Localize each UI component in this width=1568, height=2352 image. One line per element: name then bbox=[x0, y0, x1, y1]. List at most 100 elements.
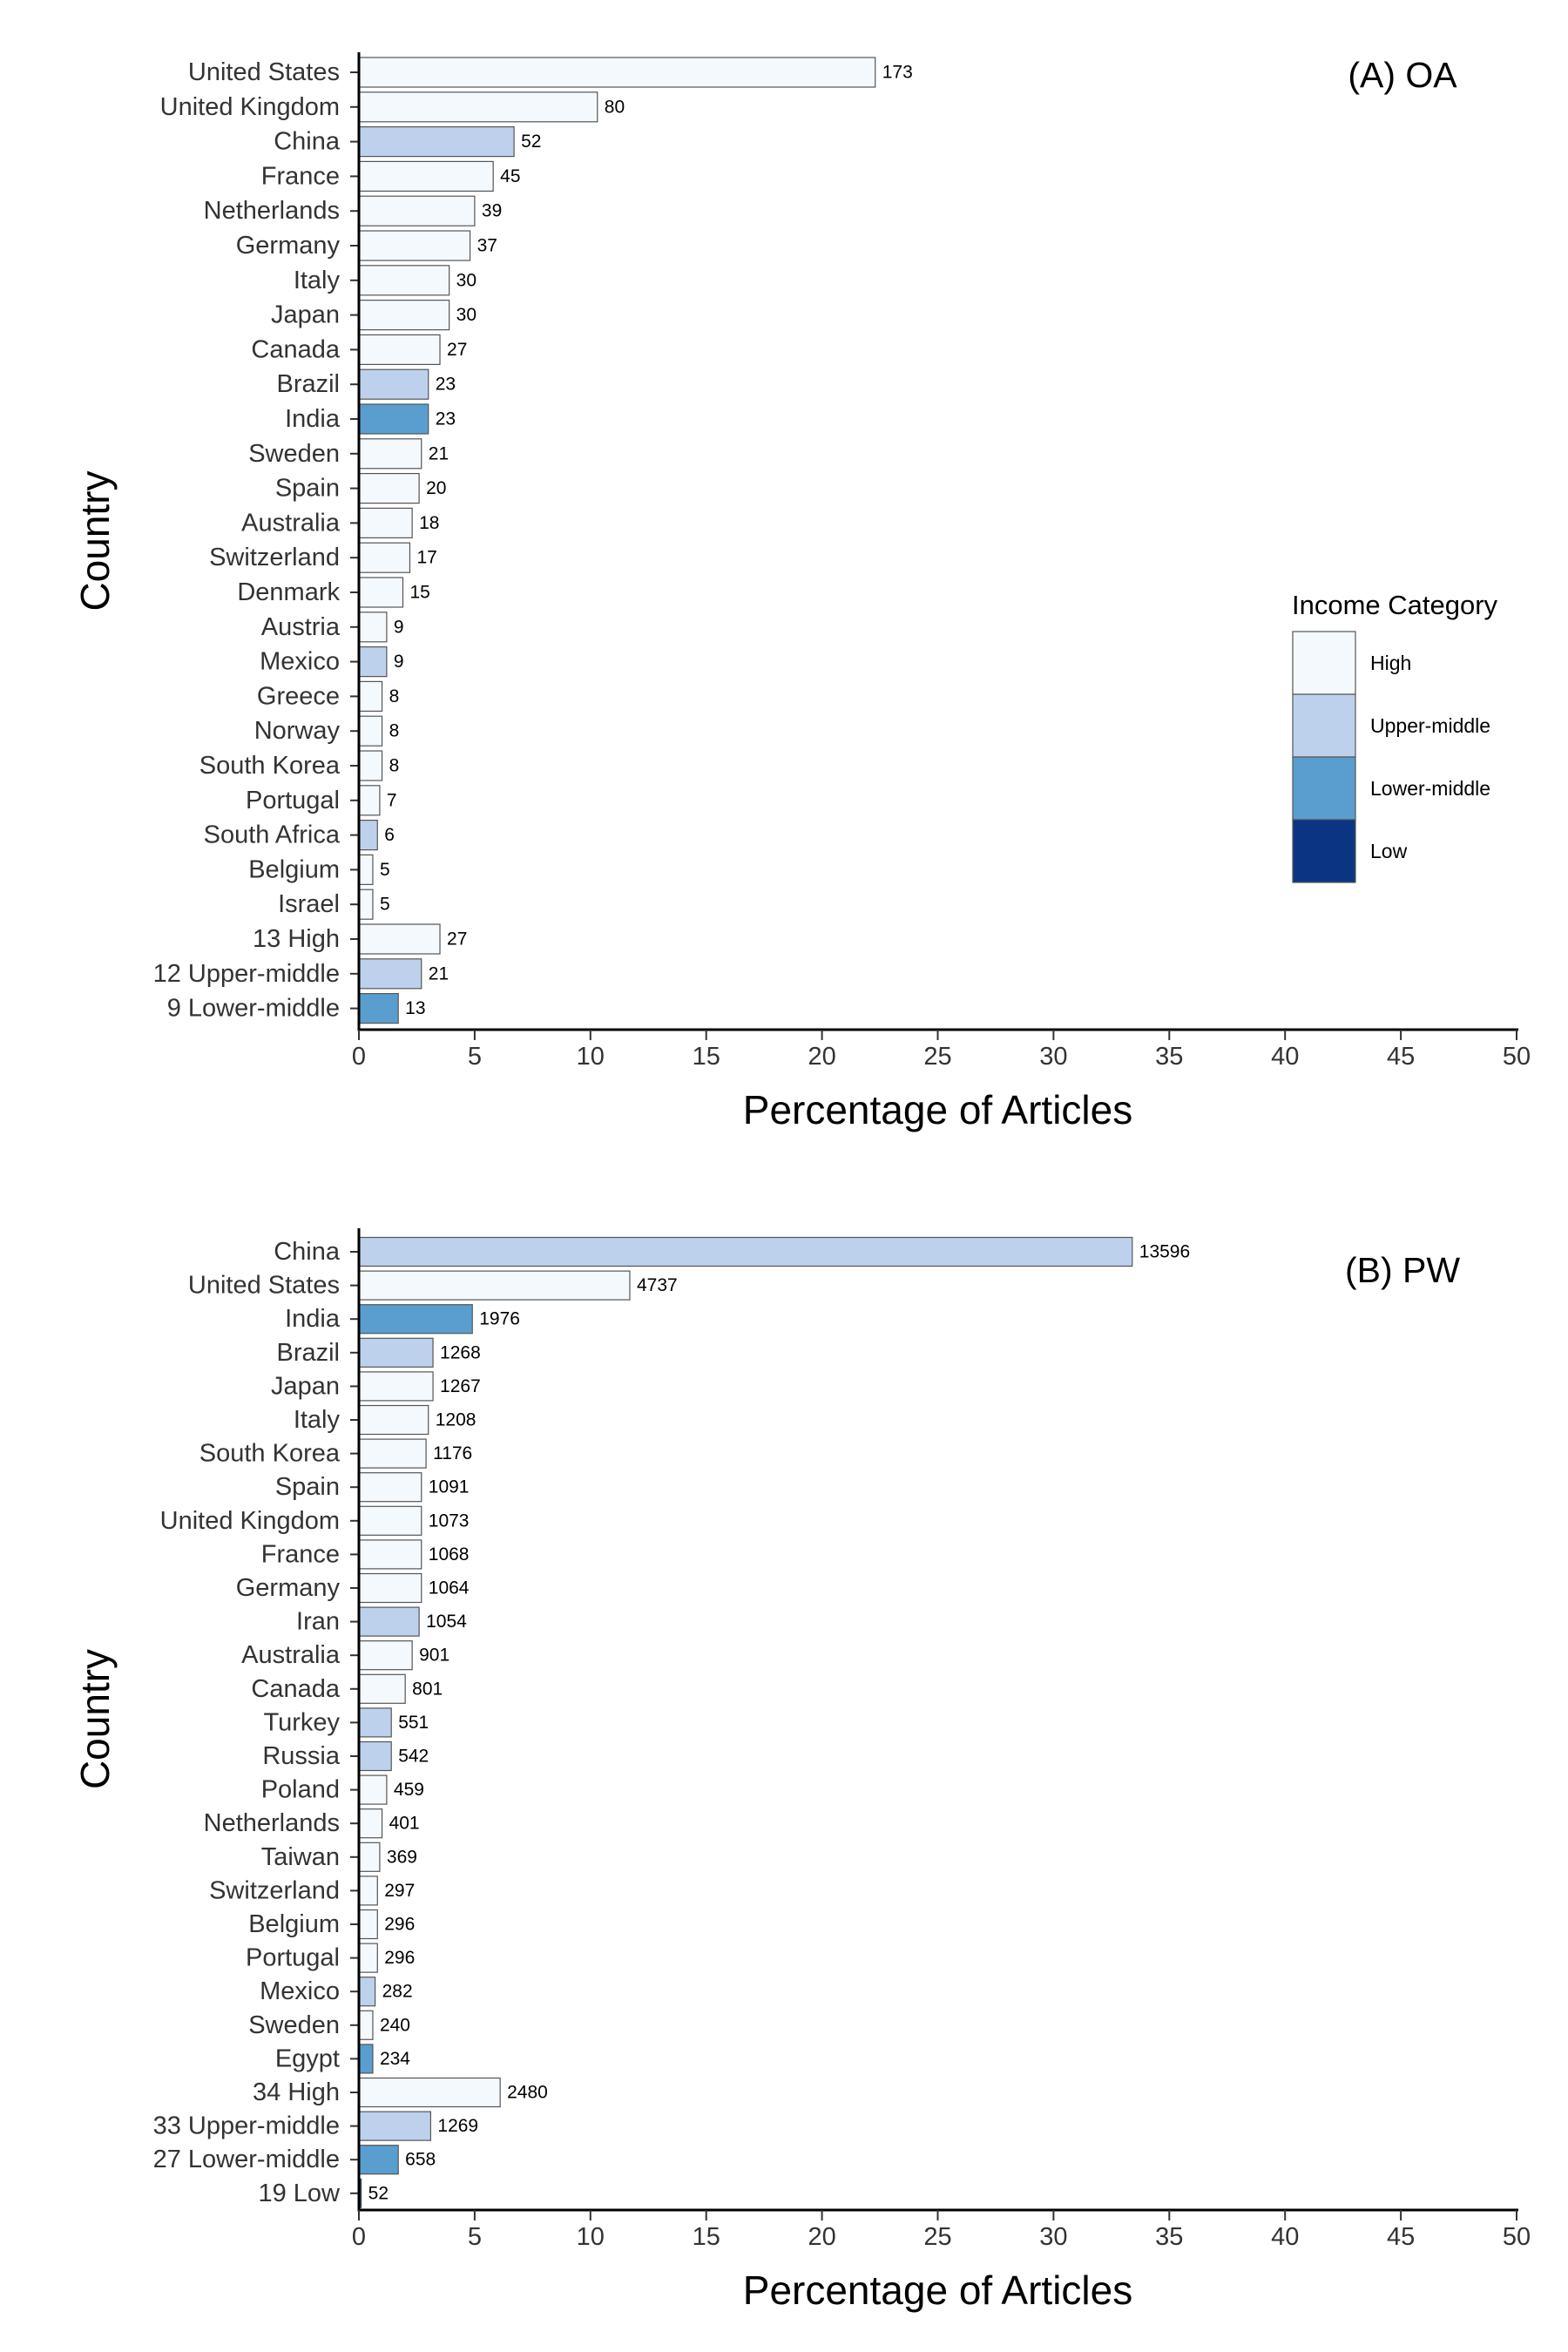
category-label: France bbox=[261, 162, 340, 190]
value-label: 52 bbox=[521, 132, 541, 152]
panel-pw: China 13596 United States 4737 India 1976 Braz… bbox=[72, 1228, 1531, 2313]
value-label: 23 bbox=[436, 409, 456, 429]
value-label: 2480 bbox=[507, 2083, 548, 2103]
category-label: 33 Upper-middle bbox=[153, 2112, 340, 2140]
value-label: 369 bbox=[387, 1847, 417, 1867]
value-label: 282 bbox=[382, 1982, 413, 2002]
value-label: 5 bbox=[380, 895, 390, 915]
bar bbox=[358, 992, 399, 1024]
panel-label: (A) OA bbox=[1348, 55, 1457, 95]
x-tick-label: 50 bbox=[1503, 1043, 1531, 1071]
value-label: 1267 bbox=[440, 1376, 481, 1396]
bar bbox=[358, 368, 429, 400]
x-axis-title: Percentage of Articles bbox=[743, 1087, 1132, 1132]
category-label: Denmark bbox=[237, 578, 340, 606]
x-tick-label: 30 bbox=[1039, 2223, 1067, 2251]
bar bbox=[358, 1404, 429, 1436]
bar bbox=[358, 1606, 420, 1637]
x-tick-label: 40 bbox=[1271, 1043, 1299, 1071]
category-label: Spain bbox=[275, 1473, 340, 1501]
x-tick-label: 35 bbox=[1155, 1043, 1183, 1071]
value-label: 5 bbox=[380, 860, 390, 880]
category-label: Canada bbox=[251, 335, 340, 363]
category-label: 19 Low bbox=[258, 2180, 341, 2207]
bar bbox=[358, 1505, 422, 1536]
category-label: Mexico bbox=[260, 1977, 340, 2005]
value-label: 297 bbox=[384, 1881, 415, 1901]
value-label: 13 bbox=[405, 998, 425, 1018]
category-label: Brazil bbox=[276, 1339, 340, 1367]
value-label: 30 bbox=[456, 270, 476, 290]
bar bbox=[358, 680, 383, 713]
category-label: Norway bbox=[254, 717, 341, 745]
x-tick-label: 45 bbox=[1387, 1043, 1415, 1071]
value-label: 15 bbox=[410, 583, 430, 603]
bar bbox=[358, 2044, 374, 2074]
category-label: Portugal bbox=[246, 1944, 340, 1972]
category-label: United Kingdom bbox=[160, 1507, 340, 1535]
category-label: Sweden bbox=[248, 440, 340, 468]
category-label: Switzerland bbox=[209, 1876, 340, 1904]
category-label: 13 High bbox=[253, 925, 340, 953]
bar bbox=[358, 1270, 631, 1301]
bar bbox=[358, 854, 374, 886]
value-label: 9 bbox=[394, 652, 404, 672]
bar bbox=[358, 2111, 431, 2141]
value-label: 1268 bbox=[440, 1342, 481, 1362]
category-label: Taiwan bbox=[261, 1843, 340, 1871]
bar bbox=[358, 2145, 399, 2175]
bar bbox=[358, 1977, 376, 2007]
x-tick-label: 35 bbox=[1155, 2223, 1183, 2251]
value-label: 18 bbox=[419, 513, 439, 533]
bar bbox=[358, 2010, 374, 2040]
bar bbox=[358, 91, 598, 123]
category-label: South Korea bbox=[199, 752, 341, 780]
y-axis-title: Country bbox=[72, 1649, 118, 1789]
bar bbox=[358, 438, 422, 470]
category-label: Russia bbox=[262, 1742, 341, 1770]
category-label: Netherlands bbox=[204, 197, 340, 225]
value-label: 658 bbox=[405, 2150, 436, 2170]
value-label: 1068 bbox=[429, 1544, 470, 1565]
category-label: Switzerland bbox=[209, 544, 340, 571]
value-label: 459 bbox=[394, 1780, 424, 1800]
bar bbox=[358, 1808, 383, 1839]
category-label: Portugal bbox=[246, 787, 340, 814]
panel-label: (B) PW bbox=[1345, 1250, 1460, 1290]
x-tick-label: 20 bbox=[808, 2223, 835, 2251]
bar bbox=[358, 542, 411, 573]
category-label: France bbox=[261, 1540, 340, 1568]
value-label: 45 bbox=[500, 166, 520, 186]
bar bbox=[358, 300, 450, 331]
value-label: 23 bbox=[436, 375, 456, 395]
bar bbox=[358, 1304, 473, 1335]
bar bbox=[358, 1539, 422, 1570]
value-label: 13596 bbox=[1139, 1242, 1190, 1262]
bar bbox=[358, 507, 413, 539]
category-label: Belgium bbox=[248, 1910, 340, 1938]
value-label: 901 bbox=[419, 1646, 449, 1666]
value-label: 80 bbox=[605, 97, 625, 117]
value-label: 1208 bbox=[436, 1410, 476, 1430]
value-label: 296 bbox=[384, 1948, 415, 1968]
category-label: Greece bbox=[257, 682, 340, 710]
category-label: China bbox=[274, 128, 341, 156]
value-label: 551 bbox=[398, 1713, 429, 1733]
category-label: Japan bbox=[271, 301, 340, 329]
bar bbox=[358, 403, 429, 435]
bar bbox=[358, 958, 422, 990]
value-label: 8 bbox=[389, 756, 400, 776]
value-label: 7 bbox=[387, 790, 397, 810]
bar bbox=[358, 1842, 381, 1872]
category-label: 9 Lower-middle bbox=[167, 995, 340, 1023]
category-label: United States bbox=[188, 58, 340, 86]
category-label: Italy bbox=[294, 267, 341, 294]
x-tick-label: 20 bbox=[808, 1043, 835, 1071]
bar bbox=[358, 1707, 392, 1738]
category-label: Egypt bbox=[275, 2044, 340, 2072]
value-label: 21 bbox=[429, 963, 449, 983]
y-axis-title: Country bbox=[72, 470, 118, 611]
x-tick-label: 45 bbox=[1387, 2223, 1415, 2251]
category-label: Australia bbox=[241, 509, 341, 537]
category-label: Germany bbox=[236, 232, 341, 260]
